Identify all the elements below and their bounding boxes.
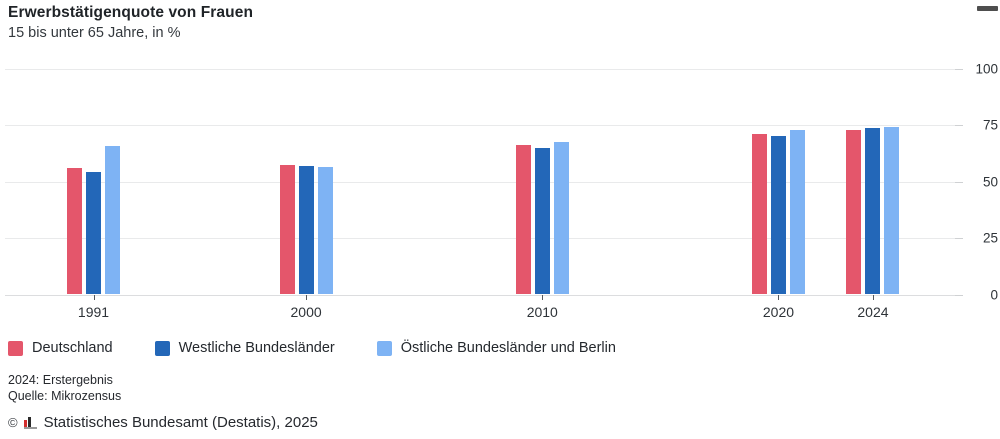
- bar-2024-series-2[interactable]: [884, 127, 900, 295]
- x-axis-label-2000: 2000: [290, 304, 322, 320]
- y-axis-label-100: 100: [975, 61, 998, 76]
- legend-swatch-icon: [8, 340, 23, 356]
- legend: Deutschland Westliche Bundesländer Östlich…: [8, 340, 616, 356]
- x-axis-label-2024: 2024: [857, 304, 889, 320]
- copyright-symbol: ©: [8, 415, 18, 430]
- legend-item-2[interactable]: Östliche Bundesländer und Berlin: [376, 340, 616, 356]
- bar-2000-series-2[interactable]: [317, 166, 333, 295]
- x-tick-mark-2010: [542, 295, 544, 300]
- y-tick-mark: [955, 181, 963, 183]
- bar-2024-series-1[interactable]: [865, 128, 881, 295]
- legend-label: Westliche Bundesländer: [178, 340, 335, 356]
- bar-1991-series-1[interactable]: [86, 172, 101, 295]
- gridline-25: [5, 238, 963, 239]
- x-tick-mark-1991: [93, 295, 95, 300]
- bar-2000-series-0[interactable]: [279, 164, 295, 295]
- chart-title: Erwerbstätigenquote von Frauen: [8, 4, 254, 21]
- legend-swatch-icon: [154, 340, 170, 356]
- legend-label: Deutschland: [32, 340, 113, 356]
- copyright-line: © Statistisches Bundesamt (Destatis), 20…: [8, 414, 318, 431]
- x-axis-label-2020: 2020: [762, 304, 795, 320]
- bar-2010-series-1[interactable]: [534, 147, 550, 295]
- chart-subtitle: 15 bis unter 65 Jahre, in %: [8, 25, 181, 41]
- bar-1991-series-0[interactable]: [67, 167, 82, 295]
- x-tick-mark-2020: [778, 295, 780, 300]
- y-tick-mark: [955, 238, 963, 239]
- bar-2010-series-0[interactable]: [515, 145, 531, 295]
- bar-2024-series-0[interactable]: [846, 129, 862, 295]
- bar-2010-series-2[interactable]: [553, 141, 569, 295]
- gridline-50: [5, 181, 963, 183]
- y-axis-label-0: 0: [990, 287, 998, 302]
- legend-swatch-icon: [376, 340, 392, 356]
- legend-item-1[interactable]: Westliche Bundesländer: [154, 340, 335, 356]
- bar-2020-series-1[interactable]: [770, 136, 786, 295]
- y-tick-mark: [955, 125, 963, 126]
- copyright-text: Statistisches Bundesamt (Destatis), 2025: [43, 414, 318, 431]
- footnote-ergebnis: 2024: Erstergebnis: [8, 373, 113, 387]
- y-axis-label-25: 25: [982, 230, 998, 246]
- y-tick-mark: [955, 294, 963, 296]
- x-axis-label-1991: 1991: [77, 304, 110, 320]
- gridline-100: [5, 68, 963, 70]
- x-tick-mark-2024: [872, 295, 874, 300]
- bar-2020-series-2[interactable]: [789, 129, 805, 295]
- hamburger-menu-button[interactable]: [977, 6, 999, 28]
- x-tick-mark-2000: [306, 295, 308, 300]
- gridline-0: [5, 294, 963, 296]
- legend-label: Östliche Bundesländer und Berlin: [400, 340, 616, 356]
- bar-2020-series-0[interactable]: [751, 134, 767, 295]
- y-tick-mark: [955, 68, 963, 70]
- y-axis-label-75: 75: [982, 117, 998, 133]
- x-axis-label-2010: 2010: [526, 304, 558, 320]
- bar-1991-series-2[interactable]: [105, 146, 120, 295]
- legend-item-0[interactable]: Deutschland: [8, 340, 113, 356]
- footnote-quelle: Quelle: Mikrozensus: [8, 389, 122, 403]
- destatis-logo-icon: [23, 416, 38, 429]
- bar-2000-series-1[interactable]: [298, 165, 314, 295]
- gridline-75: [5, 125, 963, 126]
- y-axis-label-50: 50: [982, 174, 998, 189]
